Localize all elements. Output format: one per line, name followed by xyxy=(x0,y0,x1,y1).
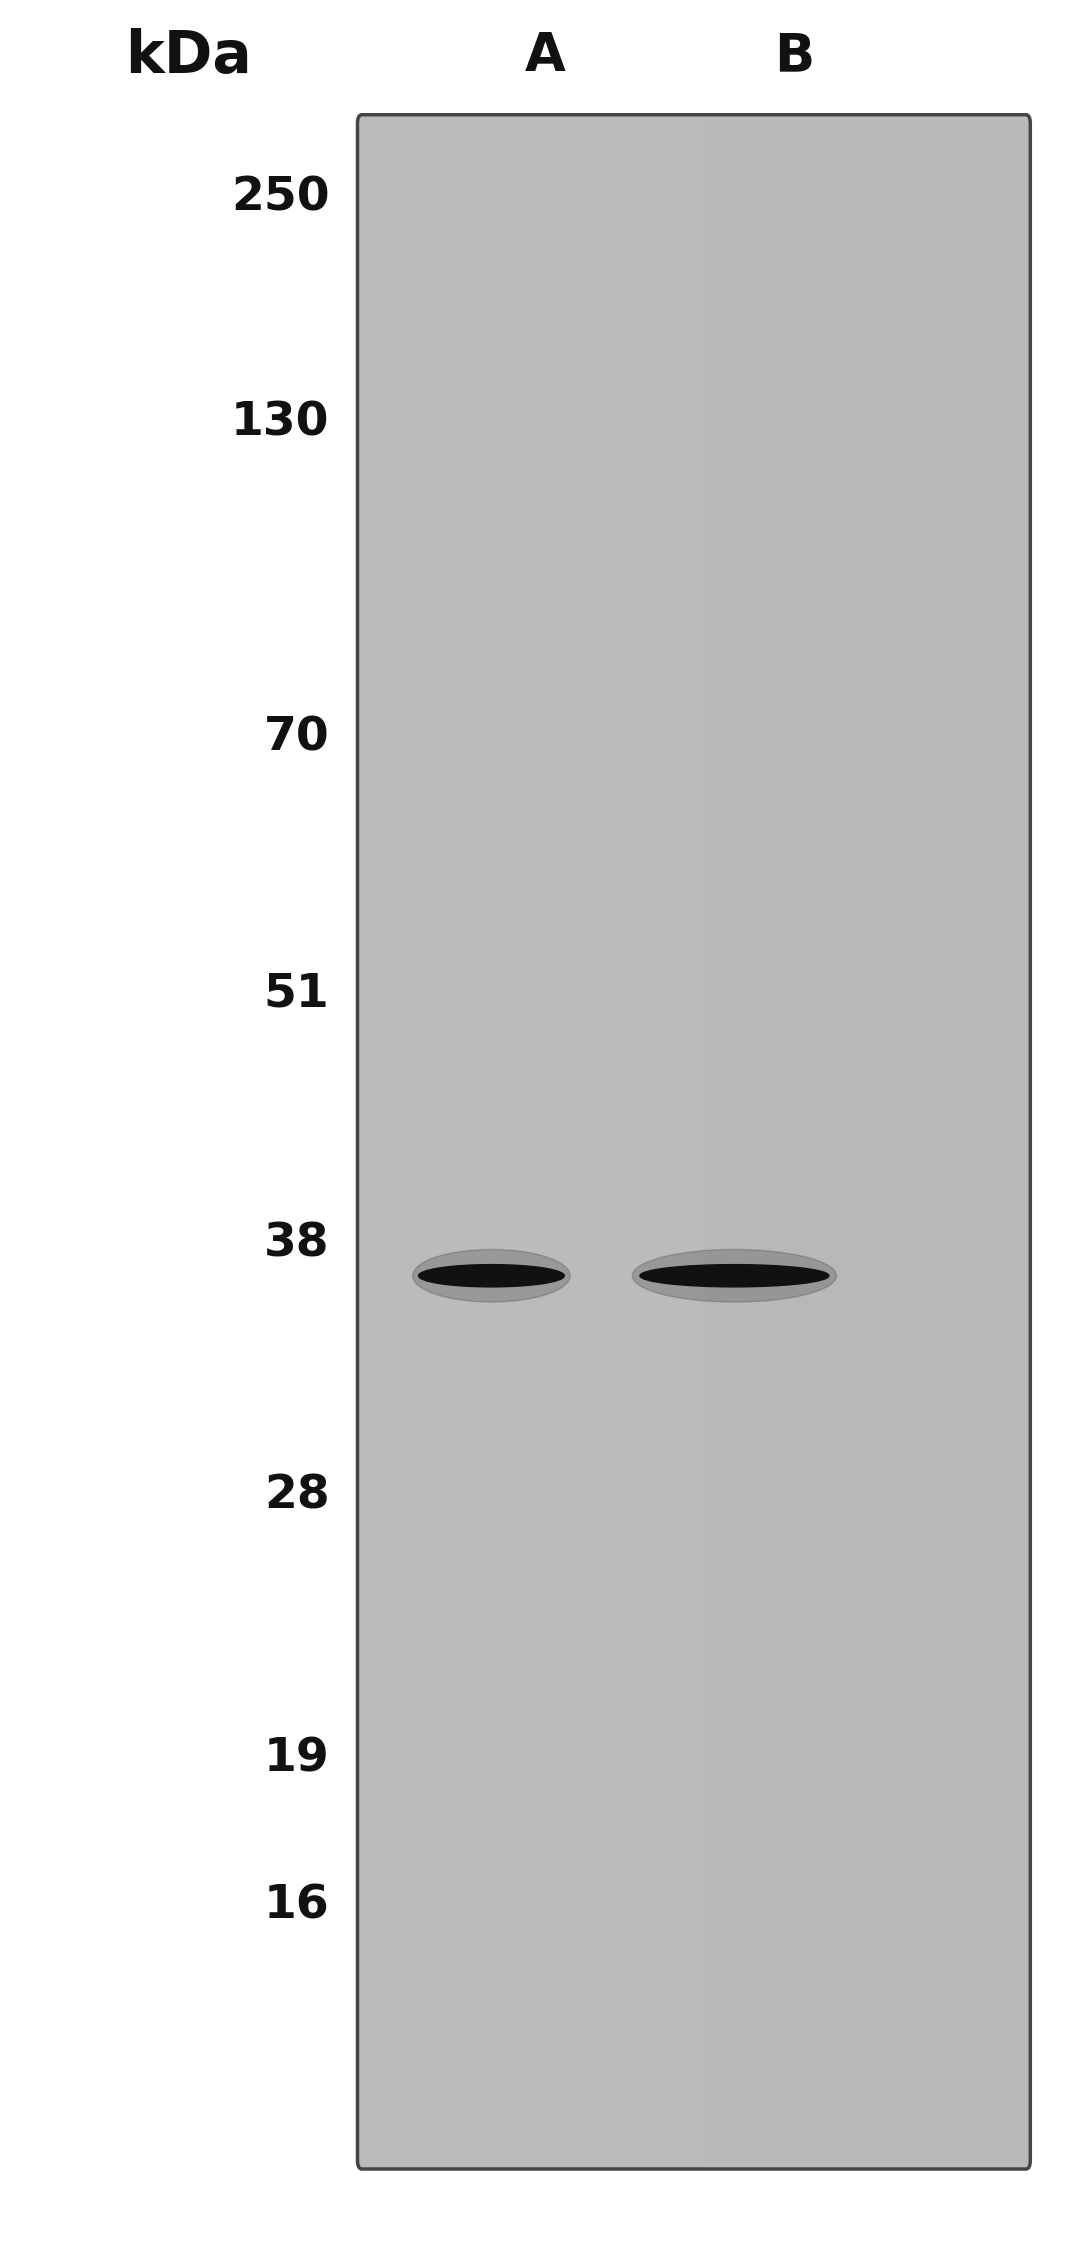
Text: 70: 70 xyxy=(264,716,329,760)
Text: B: B xyxy=(773,29,814,83)
Text: 51: 51 xyxy=(264,972,329,1017)
Text: 250: 250 xyxy=(231,176,329,220)
Text: 38: 38 xyxy=(264,1222,329,1267)
Text: 19: 19 xyxy=(264,1737,329,1782)
Ellipse shape xyxy=(633,1249,837,1303)
Ellipse shape xyxy=(413,1249,570,1303)
Text: kDa: kDa xyxy=(125,27,253,86)
FancyBboxPatch shape xyxy=(357,115,1030,2169)
Text: A: A xyxy=(525,29,566,83)
Text: 16: 16 xyxy=(264,1883,329,1928)
Text: 130: 130 xyxy=(231,400,329,446)
FancyBboxPatch shape xyxy=(705,119,1028,2164)
Text: 28: 28 xyxy=(264,1474,329,1519)
Ellipse shape xyxy=(419,1265,565,1287)
Ellipse shape xyxy=(640,1265,829,1287)
